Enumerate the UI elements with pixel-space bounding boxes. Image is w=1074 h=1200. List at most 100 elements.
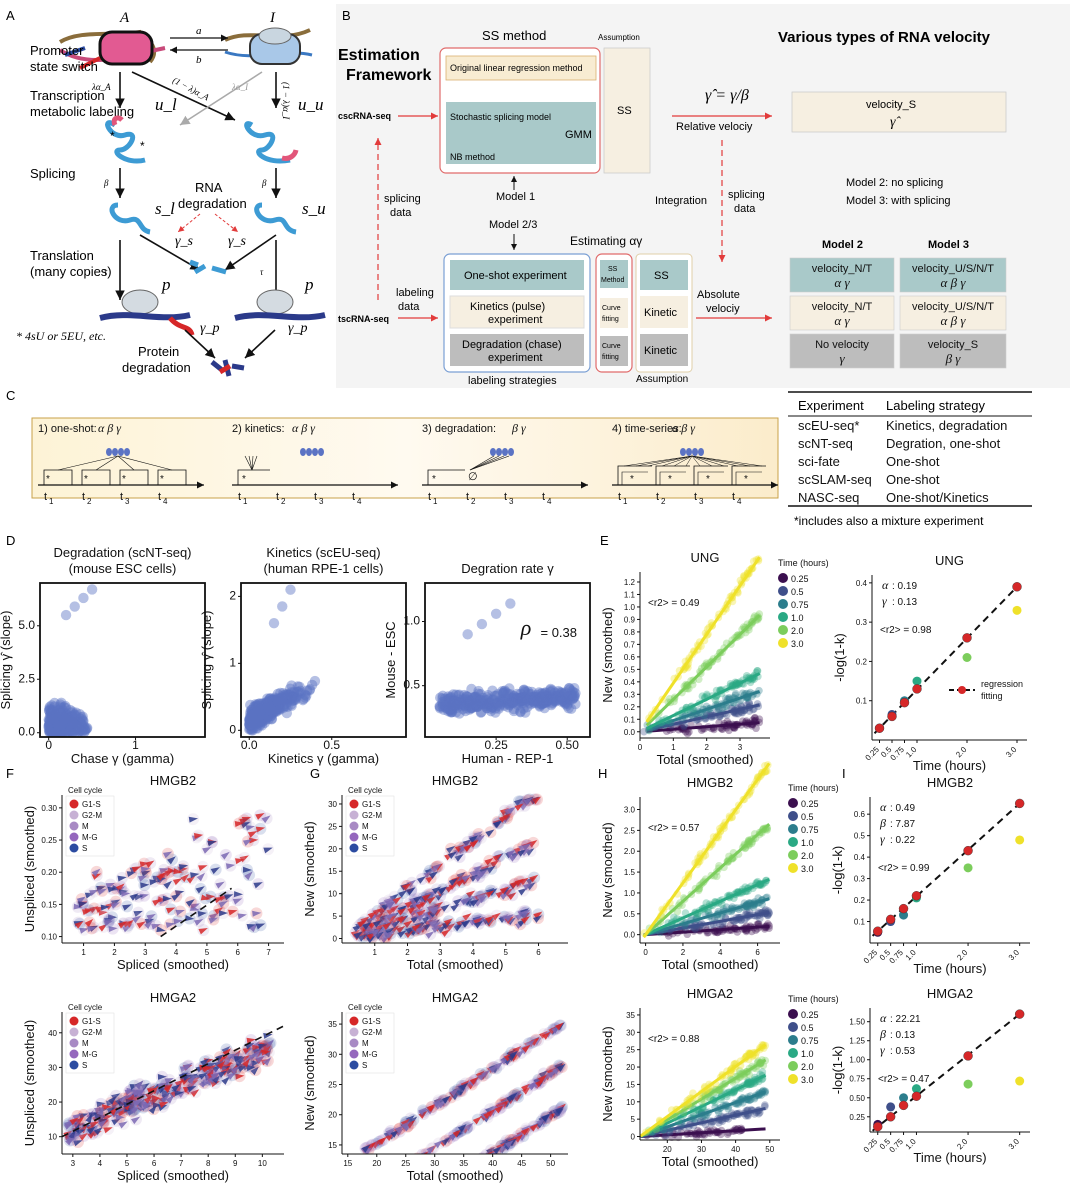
- data-point: [52, 715, 63, 726]
- data-point: [464, 704, 475, 715]
- data-point: [54, 725, 66, 736]
- data-point: [470, 699, 481, 710]
- data-point: [536, 691, 547, 702]
- data-point: [78, 727, 90, 737]
- cell-point: [365, 1186, 377, 1198]
- velocity-cell: [899, 295, 1007, 331]
- data-point: [483, 694, 494, 705]
- y-tick-label: 0.1: [856, 697, 868, 706]
- design-params: α β γ: [292, 421, 315, 435]
- protein-degradation-label-1: Protein: [138, 344, 179, 359]
- data-point: [476, 706, 487, 718]
- data-point: [253, 701, 264, 712]
- sample-dot: [312, 448, 318, 456]
- x-tick-label: 0.25: [484, 738, 508, 752]
- kinetics-label-1: Kinetics (pulse): [470, 301, 545, 313]
- data-point: [54, 722, 66, 733]
- data-point: [482, 698, 494, 710]
- branch-line: [685, 455, 693, 467]
- u-u-label: u_u: [298, 95, 324, 114]
- data-point: [45, 721, 56, 732]
- data-point: [74, 713, 86, 724]
- data-point: [281, 692, 293, 703]
- data-point: [519, 691, 530, 703]
- data-point: [56, 723, 68, 734]
- data-point: [270, 705, 282, 717]
- data-point: [487, 701, 498, 713]
- y-tick-label: 0: [333, 935, 338, 944]
- data-point: [264, 693, 276, 704]
- data-point: [270, 697, 282, 709]
- data-point: [254, 717, 265, 728]
- data-point: [481, 692, 493, 703]
- data-point: [253, 713, 265, 724]
- branch-line: [248, 455, 253, 471]
- data-point: [268, 699, 280, 710]
- fitted-point: [1012, 582, 1022, 592]
- data-point: [494, 701, 505, 712]
- data-point: [287, 692, 298, 703]
- tick-t: t: [238, 491, 241, 503]
- branch-line: [647, 455, 693, 467]
- velocity-arrow: [387, 1172, 396, 1180]
- data-point: [279, 693, 290, 705]
- data-point: [518, 703, 529, 714]
- rate-b: b: [196, 54, 202, 66]
- data-point: [550, 690, 561, 702]
- velocity-s-label: velocity_S: [866, 99, 916, 111]
- data-point: [52, 720, 63, 731]
- labeled-spliced-rna-icon: [109, 202, 151, 235]
- data-point: [442, 705, 454, 717]
- data-point: [73, 726, 85, 737]
- data-point: [46, 720, 57, 732]
- data-point: [72, 722, 83, 733]
- data-point: [48, 720, 59, 731]
- data-point: [447, 703, 459, 714]
- data-point: [63, 713, 74, 724]
- data-point: [511, 694, 522, 705]
- chase-bracket: [697, 471, 724, 485]
- data-point: [450, 695, 461, 706]
- data-point: [451, 698, 462, 710]
- data-point: [47, 718, 58, 730]
- data-point: [515, 692, 526, 703]
- data-point: [553, 690, 564, 701]
- data-point: [261, 710, 272, 722]
- cell-point: [469, 1156, 481, 1168]
- velocity-model3-label: velocity_U/S/N/T: [912, 263, 994, 275]
- data-point: [501, 693, 512, 704]
- data-point: [69, 709, 80, 720]
- velocity-arrow: [382, 1172, 391, 1180]
- data-point: [258, 706, 269, 718]
- data-point: [249, 701, 261, 712]
- x-tick-label: 6: [236, 948, 241, 957]
- y-tick-label: 0.9: [624, 615, 636, 624]
- data-point: [448, 696, 459, 707]
- y-tick-label: 1.2: [624, 578, 636, 587]
- data-point: [278, 693, 290, 704]
- data-point: [58, 721, 69, 733]
- velocity-arrow: [366, 1189, 375, 1197]
- data-point: [450, 701, 461, 712]
- y-tick-label: 20: [626, 1063, 635, 1072]
- data-point: [264, 706, 275, 717]
- data-point: [45, 708, 57, 719]
- velocity-cell: [899, 333, 1007, 369]
- data-point: [65, 720, 77, 732]
- data-point: [251, 723, 262, 734]
- data-point: [528, 697, 540, 708]
- chart-title: HMGA2: [150, 990, 196, 1005]
- x-axis-label: Spliced (smoothed): [117, 1168, 229, 1183]
- y-tick-label: 0.3: [624, 690, 636, 699]
- data-point: [443, 691, 454, 702]
- tick-sub: 4: [547, 497, 552, 506]
- data-point: [50, 720, 62, 732]
- tick-t: t: [542, 491, 545, 503]
- data-point: [541, 690, 553, 701]
- time-point: [725, 726, 733, 735]
- data-point: [285, 584, 296, 595]
- tick-t: t: [656, 491, 659, 503]
- data-point: [281, 691, 293, 702]
- data-point: [61, 714, 72, 726]
- data-point: [246, 713, 257, 724]
